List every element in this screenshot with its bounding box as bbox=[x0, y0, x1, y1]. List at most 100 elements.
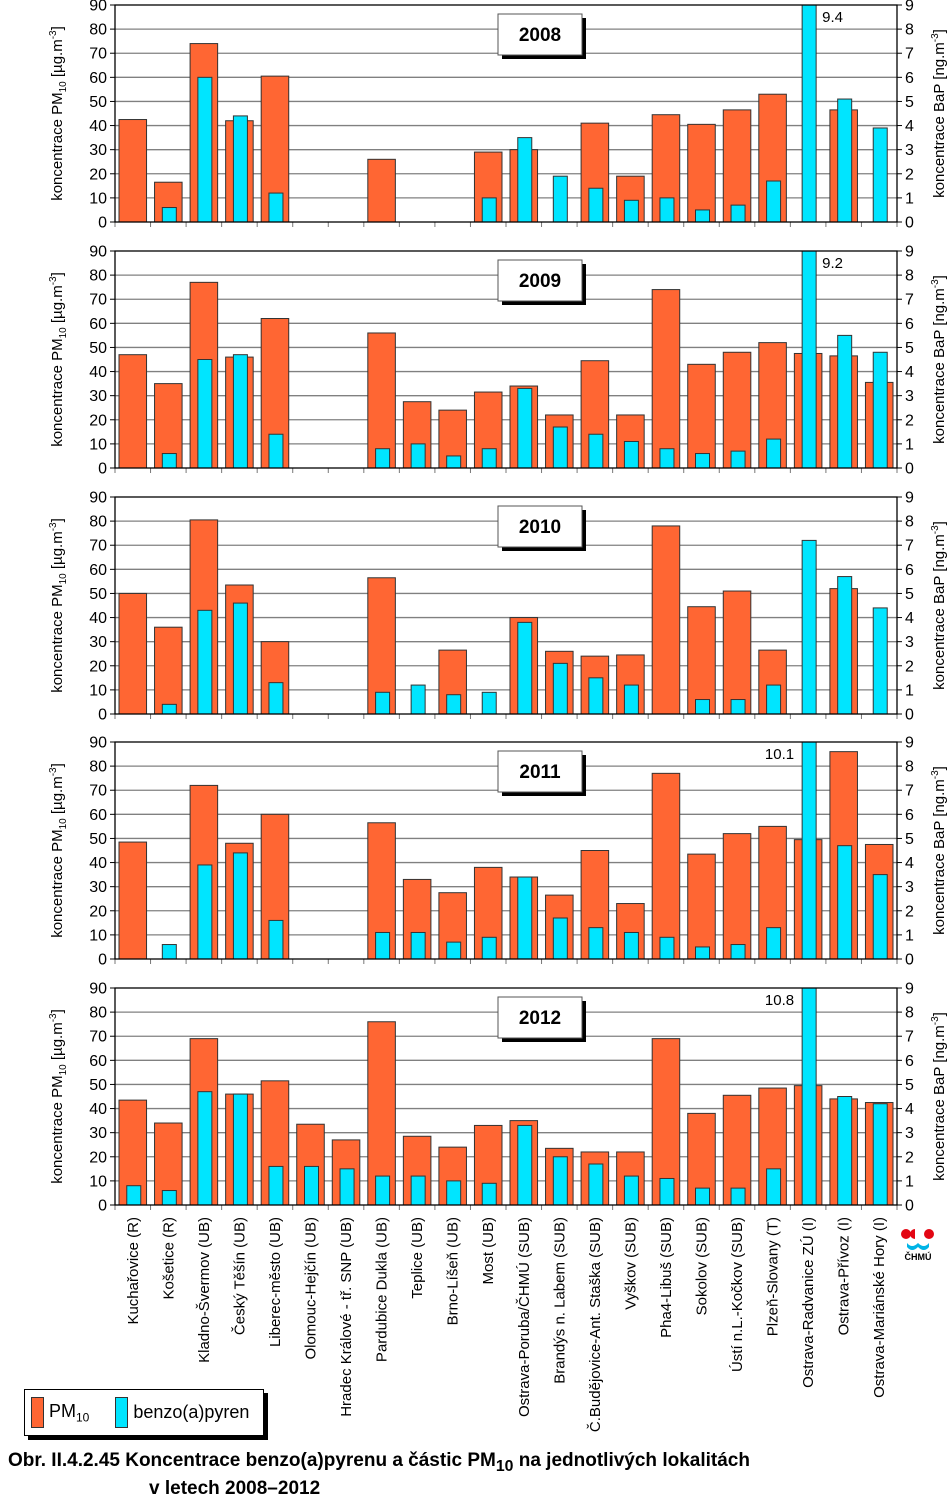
y-axis-title-left: koncentrace PM10 [µg.m-3] bbox=[48, 26, 69, 201]
bar-bap bbox=[268, 1165, 284, 1205]
left-tick-label: 10 bbox=[89, 682, 107, 699]
bar-bap bbox=[695, 1187, 710, 1205]
year-box bbox=[497, 505, 583, 548]
bar-pm10 bbox=[651, 525, 681, 714]
y-axis-title-left: koncentrace PM10 [µg.m-3] bbox=[48, 272, 69, 447]
bar-bap bbox=[801, 251, 817, 468]
bar-bap bbox=[375, 1175, 391, 1205]
left-tick-label: 10 bbox=[89, 190, 107, 207]
left-tick-label: 10 bbox=[89, 436, 107, 453]
right-tick-label: 3 bbox=[905, 142, 914, 159]
bar-bap bbox=[517, 621, 533, 714]
category-label: Hradec Králové - tř. SNP (UB) bbox=[338, 1217, 355, 1417]
bar-pm10 bbox=[118, 119, 148, 222]
bar-bap bbox=[588, 1163, 604, 1205]
bar-bap bbox=[837, 845, 853, 959]
bars bbox=[118, 5, 888, 222]
bar-bap bbox=[410, 1175, 426, 1205]
bar-bap bbox=[588, 433, 604, 468]
bar-bap bbox=[197, 76, 213, 222]
bars bbox=[118, 519, 888, 714]
left-tick-label: 70 bbox=[89, 46, 107, 63]
left-tick-label: 20 bbox=[89, 658, 107, 675]
left-tick-label: 60 bbox=[89, 1053, 107, 1070]
bar-bap bbox=[588, 927, 604, 959]
bar-bap bbox=[837, 1096, 853, 1205]
logo-dot-right bbox=[924, 1229, 934, 1239]
bar-bap bbox=[730, 204, 746, 222]
bars bbox=[118, 988, 894, 1205]
plot-frame bbox=[114, 496, 898, 715]
year-box bbox=[497, 13, 583, 56]
right-tick-label: 6 bbox=[905, 807, 914, 824]
bar-bap bbox=[695, 946, 710, 959]
bar-bap bbox=[623, 1175, 639, 1205]
logo-dot-left bbox=[901, 1229, 911, 1239]
right-tick-label: 5 bbox=[905, 586, 914, 603]
left-tick-label: 50 bbox=[89, 831, 107, 848]
bar-pm10 bbox=[616, 175, 645, 222]
bar-bap bbox=[695, 209, 710, 222]
y-axis-title-left: koncentrace PM10 [µg.m-3] bbox=[48, 1009, 69, 1184]
left-tick-label: 50 bbox=[89, 94, 107, 111]
bar-bap bbox=[766, 684, 782, 714]
bar-bap bbox=[268, 192, 284, 222]
bar-bap bbox=[410, 443, 426, 468]
category-label: Teplice (UB) bbox=[409, 1217, 426, 1299]
plot-frame bbox=[114, 250, 898, 469]
left-tick-label: 40 bbox=[89, 364, 107, 381]
right-tick-label: 3 bbox=[905, 1125, 914, 1142]
right-tick-label: 6 bbox=[905, 562, 914, 579]
left-tick-label: 80 bbox=[89, 514, 107, 531]
bar-bap bbox=[375, 448, 391, 468]
bar-bap bbox=[552, 175, 568, 222]
figure-caption: Obr. II.4.2.45 Koncentrace benzo(a)pyren… bbox=[8, 1450, 750, 1499]
panel-2011: 0 10 20 30 40 50 60 70 80 90 0 1 2 3 4 5 6 7 8 9 10.1 2011 kon… bbox=[48, 735, 948, 969]
left-tick-label: 60 bbox=[89, 807, 107, 824]
left-tick-label: 60 bbox=[89, 70, 107, 87]
bar-bap bbox=[446, 455, 462, 468]
panel-2008: 0 10 20 30 40 50 60 70 80 90 0 1 2 3 4 5 6 7 8 9 9.4 2008 konc… bbox=[48, 0, 948, 232]
logo-wave bbox=[907, 1243, 929, 1250]
bar-pm10 bbox=[722, 351, 752, 468]
left-tick-label: 90 bbox=[89, 0, 107, 15]
category-label: Pardubice Dukla (UB) bbox=[374, 1217, 391, 1362]
left-tick-label: 80 bbox=[89, 1005, 107, 1022]
bar-bap bbox=[730, 699, 746, 714]
left-tick-label: 50 bbox=[89, 340, 107, 357]
left-tick-label: 90 bbox=[89, 490, 107, 507]
plot-frame bbox=[114, 741, 898, 960]
bar-bap bbox=[659, 1177, 675, 1205]
left-tick-label: 90 bbox=[89, 981, 107, 998]
bar-bap bbox=[517, 1124, 533, 1205]
right-tick-label: 5 bbox=[905, 94, 914, 111]
right-tick-label: 3 bbox=[905, 634, 914, 651]
right-tick-label: 1 bbox=[905, 436, 914, 453]
bar-bap bbox=[232, 852, 248, 959]
bar-bap bbox=[481, 197, 497, 222]
right-tick-label: 7 bbox=[905, 1029, 914, 1046]
left-tick-label: 30 bbox=[89, 879, 107, 896]
bar-bap bbox=[161, 207, 177, 222]
bar-bap bbox=[197, 359, 213, 468]
bar-bap bbox=[481, 1182, 497, 1205]
left-tick-label: 50 bbox=[89, 586, 107, 603]
bar-bap bbox=[588, 187, 604, 222]
bar-pm10 bbox=[118, 841, 148, 959]
right-tick-label: 1 bbox=[905, 1173, 914, 1190]
category-label: Olomouc-Hejčín (UB) bbox=[303, 1217, 320, 1360]
bar-bap bbox=[375, 691, 391, 714]
right-tick-label: 2 bbox=[905, 412, 914, 429]
bar-bap bbox=[659, 197, 675, 222]
left-tick-label: 0 bbox=[98, 952, 107, 969]
left-tick-label: 80 bbox=[89, 759, 107, 776]
legend-swatch-pm10 bbox=[31, 1397, 44, 1428]
right-tick-label: 9 bbox=[905, 735, 914, 752]
bar-pm10 bbox=[260, 641, 290, 714]
bars bbox=[118, 251, 894, 468]
bar-value-annotation: 10.8 bbox=[765, 992, 794, 1009]
bar-pm10 bbox=[367, 577, 396, 714]
logo-half-dot bbox=[910, 1229, 915, 1239]
legend-swatch-bap bbox=[115, 1397, 129, 1428]
bar-bap bbox=[268, 682, 284, 714]
